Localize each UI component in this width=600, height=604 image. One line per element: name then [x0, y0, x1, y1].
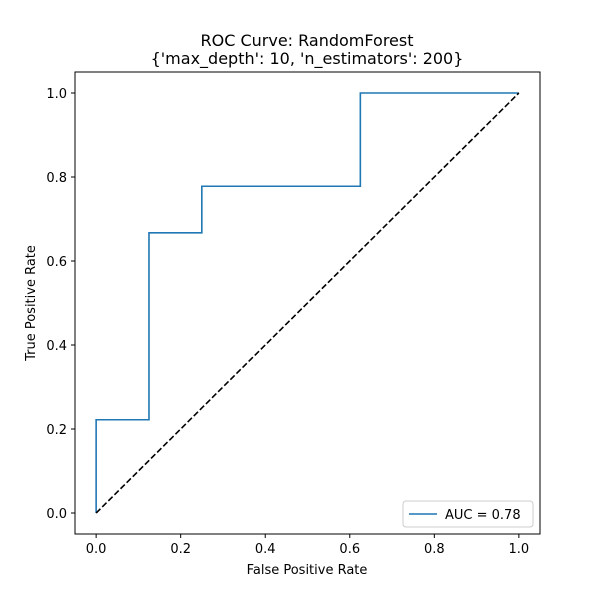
legend: AUC = 0.78	[402, 500, 534, 528]
roc-curve-line	[95, 92, 519, 513]
chart-title: ROC Curve: RandomForest	[201, 31, 414, 50]
plot-frame	[74, 71, 541, 535]
plot-area: 0.0 0.2 0.4 0.6 0.8 1.0 0.0 0.2 0.4 0.6 0.8 1.0 AUC …	[46, 71, 541, 557]
y-tick-label: 1.0	[46, 87, 67, 102]
x-tick-label: 0.2	[170, 542, 191, 557]
x-axis-label: False Positive Rate	[247, 563, 368, 578]
y-tick-label: 0.8	[46, 171, 67, 186]
chart-subtitle: {'max_depth': 10, 'n_estimators': 200}	[151, 49, 464, 69]
y-axis-label: True Positive Rate	[24, 245, 39, 362]
x-tick-label: 0.0	[86, 542, 107, 557]
y-tick-label: 0.6	[46, 255, 67, 270]
y-tick-label: 0.0	[46, 507, 67, 522]
x-tick-label: 0.4	[255, 542, 276, 557]
legend-label: AUC = 0.78	[445, 508, 521, 523]
x-tick-label: 1.0	[509, 542, 530, 557]
x-tick-label: 0.8	[424, 542, 445, 557]
y-tick-label: 0.2	[46, 423, 67, 438]
y-tick-label: 0.4	[46, 339, 67, 354]
legend-box	[402, 500, 534, 528]
x-tick-label: 0.6	[339, 542, 360, 557]
chance-diagonal-line	[95, 92, 520, 514]
